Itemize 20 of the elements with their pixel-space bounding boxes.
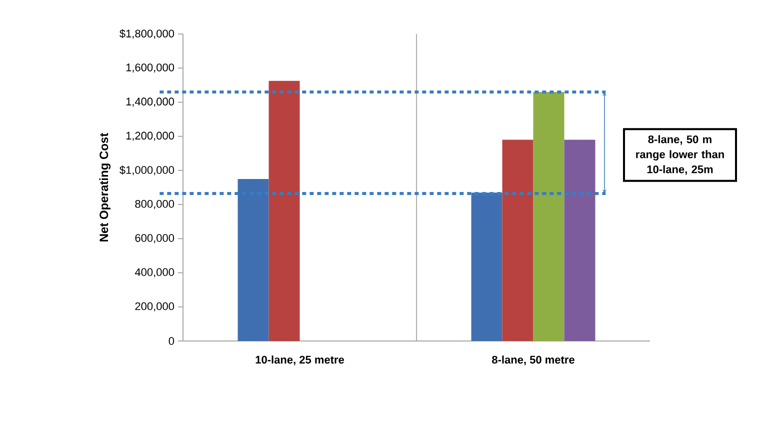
y-tick-label: 600,000 [135, 234, 174, 244]
y-tick-label: 1,600,000 [126, 64, 174, 73]
y-tick-label: 200,000 [135, 302, 174, 312]
x-tick-label: 10-lane, 25 metre [256, 356, 344, 366]
bar [533, 92, 564, 341]
y-axis-title: Net Operating Cost [99, 132, 111, 242]
y-tick-label: 1,200,000 [126, 132, 174, 141]
y-tick-label: 400,000 [134, 268, 174, 278]
y-tick-label: 0 [168, 337, 174, 345]
text: 8-lane, 50 m range lower than 10-lane, 25m [636, 135, 724, 175]
y-tick-label: 800,000 [135, 200, 174, 210]
y-tick-label: $1,800,000 [120, 29, 174, 39]
y-tick-label: 1,400,000 [126, 98, 174, 107]
bar [564, 140, 596, 341]
y-tick-label: $1,000,000 [120, 166, 174, 176]
bar [502, 140, 534, 341]
bar [238, 178, 269, 341]
x-tick-label: 8-lane, 50 metre [492, 356, 574, 366]
bar [471, 192, 502, 341]
bar [268, 80, 300, 341]
